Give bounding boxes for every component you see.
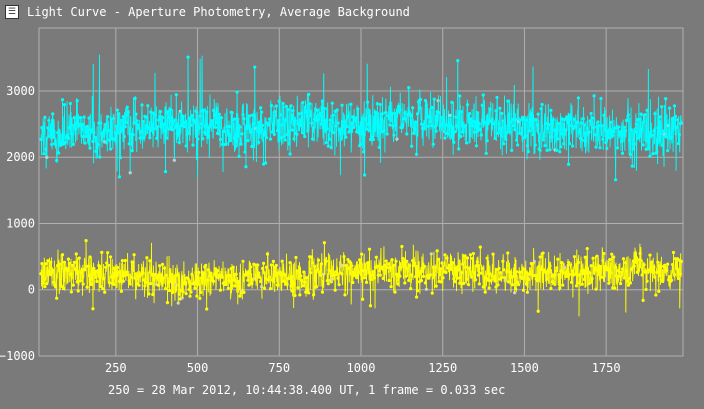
- y-tick-label: 0: [28, 283, 35, 297]
- y-tick-label: 2000: [6, 150, 35, 164]
- x-tick-label: 750: [268, 361, 290, 375]
- data-point: [140, 103, 144, 107]
- x-tick-label: 250: [105, 361, 127, 375]
- data-point: [602, 251, 606, 256]
- light-curve-app-icon[interactable]: ☰: [5, 5, 19, 19]
- data-point: [435, 249, 439, 253]
- data-point: [679, 121, 683, 125]
- window-title: Light Curve - Aperture Photometry, Avera…: [27, 5, 410, 19]
- data-point: [106, 251, 110, 255]
- data-point: [429, 252, 433, 256]
- data-point: [167, 288, 172, 293]
- data-point: [208, 125, 212, 129]
- data-point: [204, 263, 208, 267]
- x-tick-label: 1000: [347, 361, 376, 375]
- data-point: [148, 259, 152, 263]
- data-point: [165, 301, 170, 305]
- data-point: [244, 165, 248, 169]
- data-point: [233, 117, 237, 121]
- data-point: [367, 247, 372, 251]
- x-tick-label: 1500: [510, 361, 539, 375]
- data-point: [163, 287, 168, 291]
- y-tick-label: 3000: [6, 84, 35, 98]
- data-point: [248, 114, 252, 118]
- series-cyan: [39, 54, 683, 182]
- data-point: [247, 283, 251, 287]
- data-point: [215, 268, 220, 273]
- title-bar: ☰ Light Curve - Aperture Photometry, Ave…: [0, 0, 704, 24]
- data-point: [164, 136, 169, 140]
- data-point: [463, 254, 467, 258]
- data-point: [181, 290, 185, 294]
- data-point: [189, 290, 193, 294]
- data-point: [233, 284, 237, 288]
- series-yellow: [39, 238, 683, 317]
- data-point: [193, 286, 197, 290]
- data-point: [132, 253, 136, 257]
- x-tick-label: 500: [187, 361, 209, 375]
- data-point: [242, 117, 246, 121]
- data-point: [246, 139, 250, 143]
- data-point: [217, 112, 222, 116]
- data-point: [468, 253, 473, 257]
- x-tick-label: 1250: [428, 361, 457, 375]
- data-point: [610, 252, 614, 256]
- data-point: [478, 245, 482, 249]
- data-point: [585, 247, 589, 251]
- data-point: [135, 119, 139, 123]
- data-point: [136, 123, 140, 127]
- data-point: [202, 108, 206, 112]
- data-point: [242, 290, 246, 294]
- data-point: [74, 252, 78, 256]
- data-point: [443, 253, 447, 257]
- data-point: [471, 251, 476, 256]
- data-point: [400, 244, 404, 249]
- data-point: [181, 114, 185, 118]
- data-point: [322, 241, 326, 245]
- data-point: [188, 294, 192, 298]
- data-point: [190, 114, 194, 118]
- data-point: [149, 282, 153, 286]
- data-point: [189, 123, 193, 127]
- data-point: [60, 253, 65, 257]
- data-point: [218, 288, 223, 292]
- y-tick-label: 1000: [6, 216, 35, 230]
- data-point: [137, 283, 141, 287]
- data-point: [219, 116, 224, 120]
- data-point: [176, 301, 180, 305]
- data-point: [629, 128, 633, 132]
- y-tick-label: −1000: [0, 349, 35, 363]
- x-tick-label: 1750: [592, 361, 621, 375]
- data-point: [205, 307, 209, 311]
- data-point: [506, 251, 510, 255]
- data-point: [650, 133, 654, 137]
- data-point: [228, 138, 232, 142]
